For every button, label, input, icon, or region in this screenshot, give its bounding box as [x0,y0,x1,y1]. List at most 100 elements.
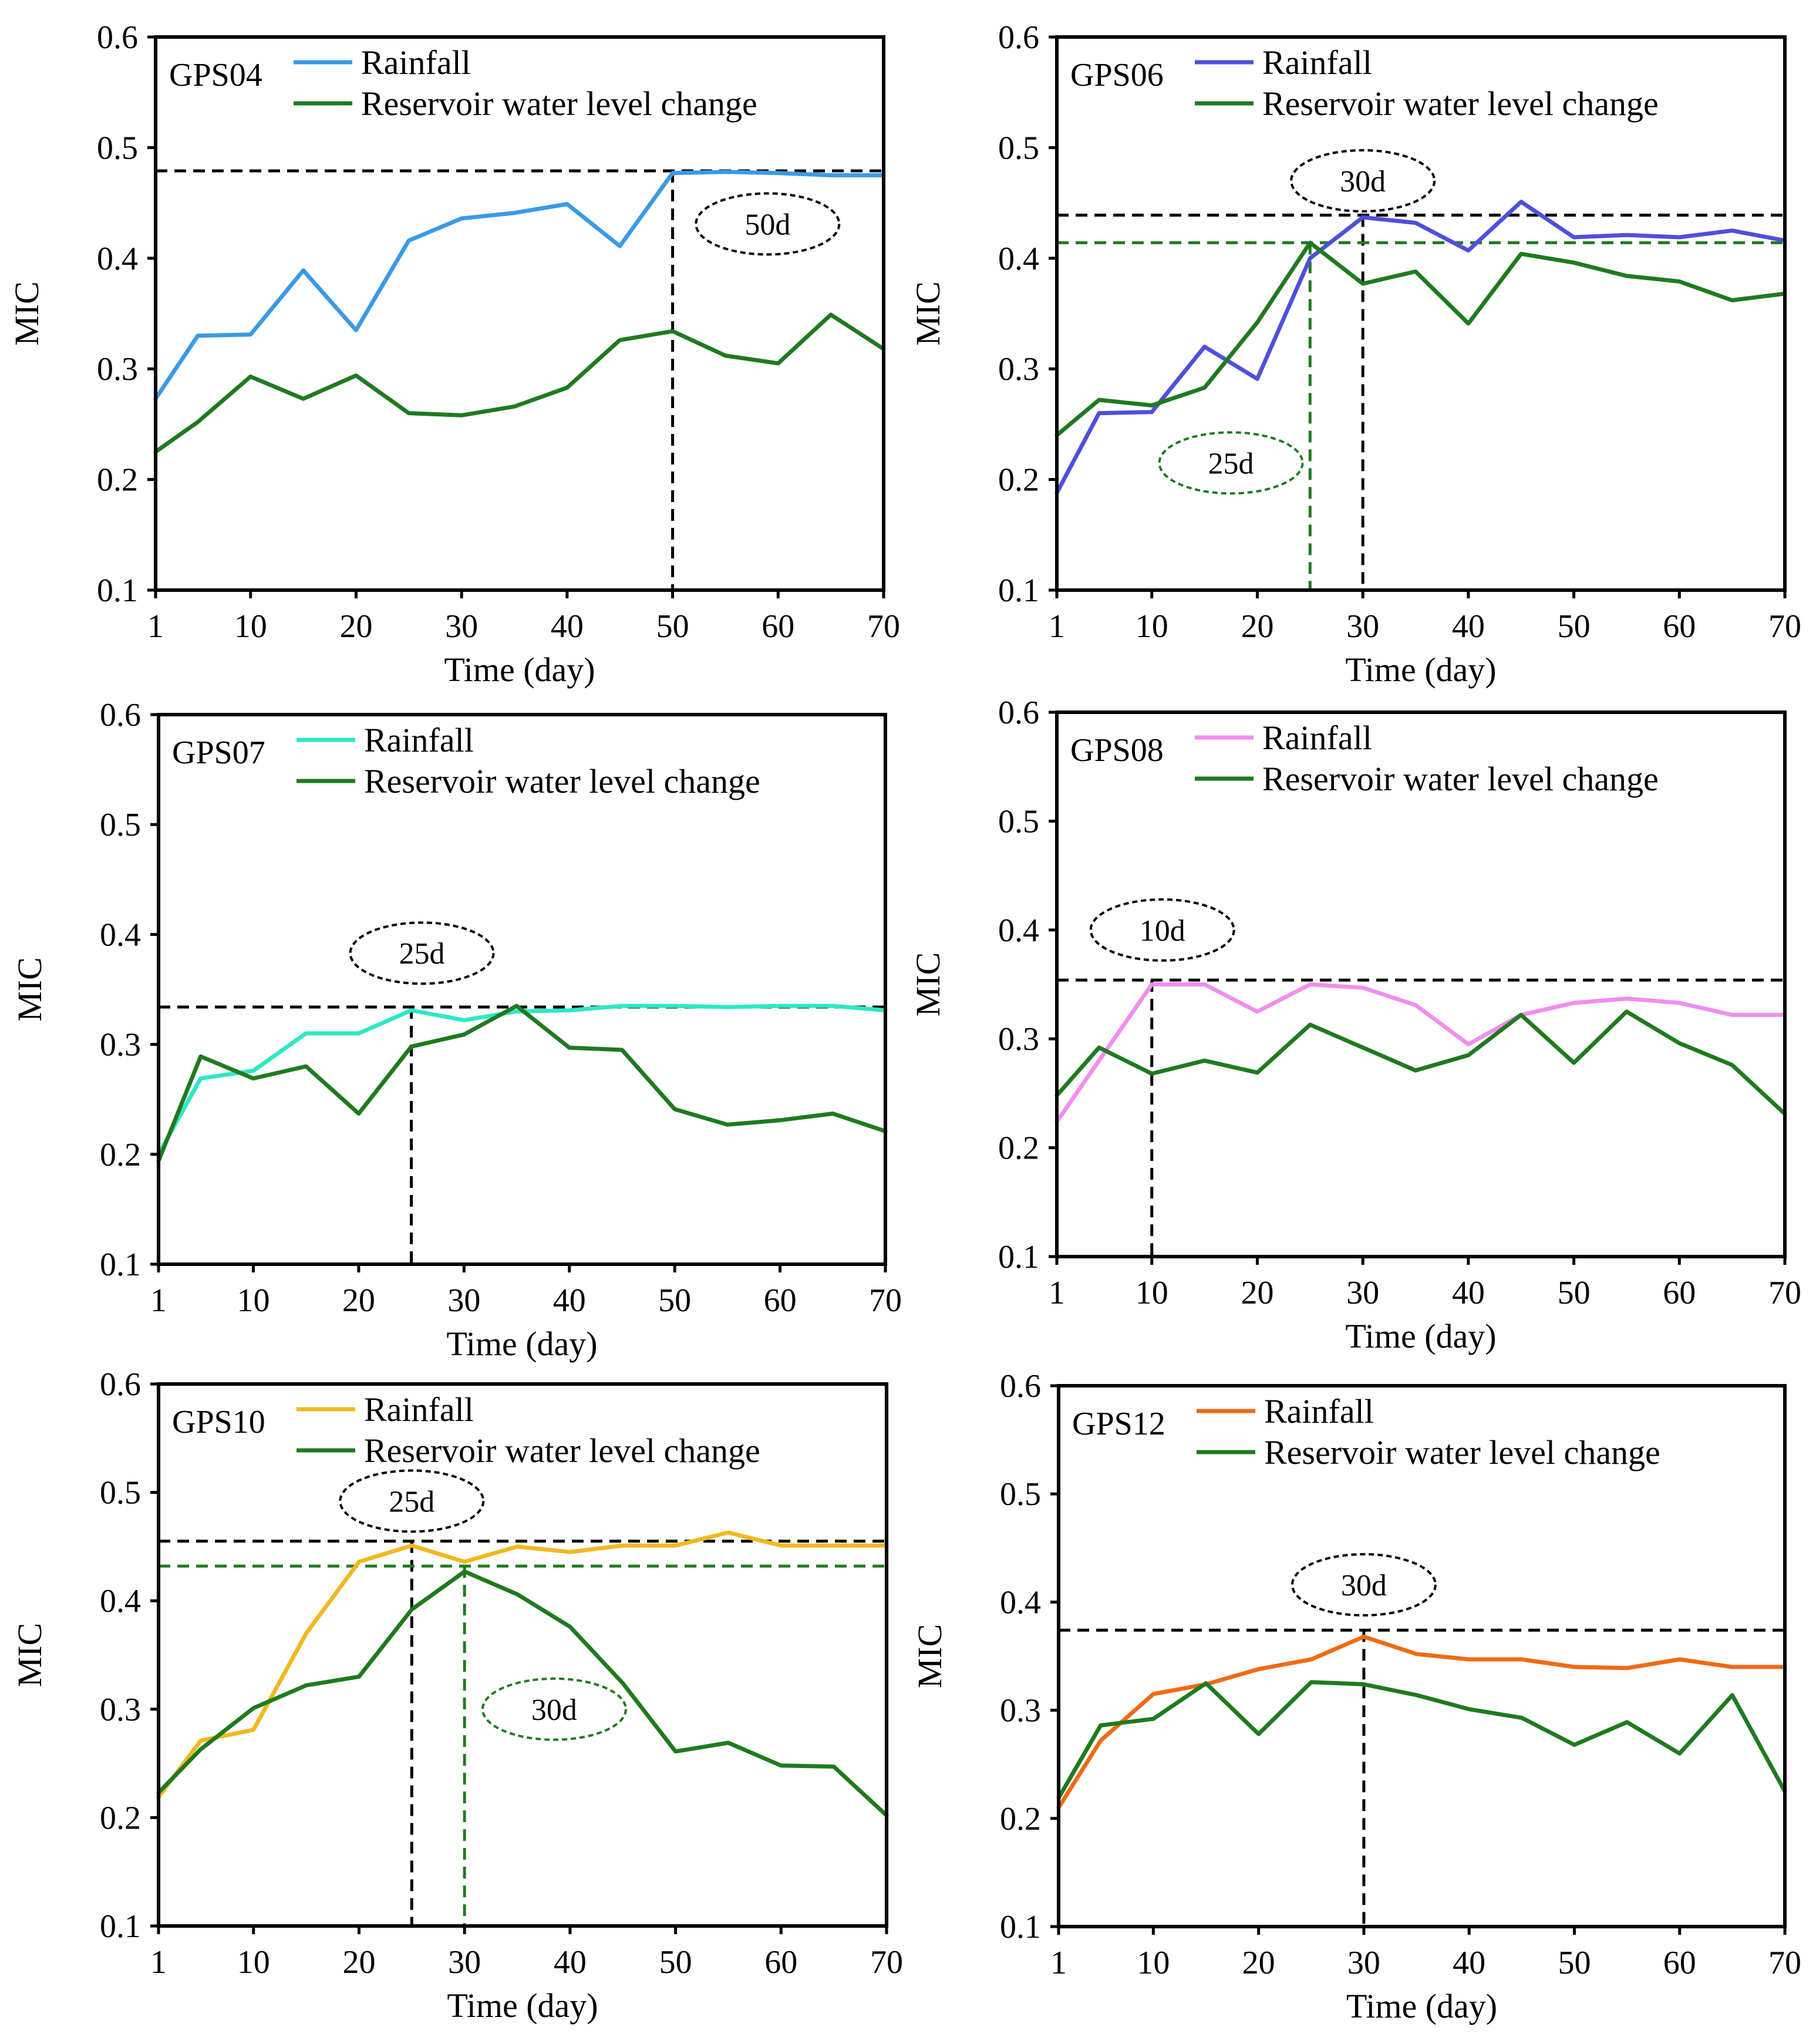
y-tick-label: 0.3 [97,351,138,388]
y-tick-label: 0.6 [998,19,1039,56]
panel-label: GPS10 [172,1404,265,1440]
x-tick-label: 40 [1453,1945,1485,1981]
y-axis-title: MIC [8,281,46,346]
rainfall-series-line [156,1004,888,1157]
x-tick-label: 30 [445,608,478,645]
plot-frame [1055,35,1787,592]
x-axis-title: Time (day) [1345,651,1496,689]
legend-label-rainfall: Rainfall [1264,1392,1374,1430]
y-tick-label: 0.5 [998,803,1039,840]
y-tick-label: 0.4 [1000,1584,1041,1621]
y-tick-label: 0.6 [100,1366,141,1403]
panel-gps07: 25d 0.1 0.2 0.3 0.4 0.5 0.6 1 10 20 30 40 50 60 70 Time… [11,697,902,1363]
lag-annotation-ellipse [1291,1553,1437,1617]
x-tick-label: 40 [553,1282,586,1319]
x-axis-title: Time (day) [446,1325,597,1363]
y-tick-label: 0.4 [998,912,1039,949]
plot-frame [154,35,885,592]
panel-gps06: 30d 25d 0.1 0.2 0.3 0.4 0.5 0.6 1 10 20 30 40 50 60 70 T… [909,19,1801,689]
y-tick-label: 0.6 [998,695,1039,731]
x-tick-label: 70 [1768,1945,1801,1981]
reservoir-series-line [1054,1009,1787,1116]
panel-label: GPS04 [169,57,262,93]
x-tick-label: 10 [237,1944,270,1981]
x-tick-label: 10 [237,1282,269,1319]
y-axis-title: MIC [911,1624,949,1689]
x-tick-label: 40 [554,1944,587,1981]
y-tick-label: 0.4 [100,1583,141,1619]
x-tick-label: 70 [1768,1275,1801,1311]
plot-frame [1057,1384,1787,1928]
x-tick-label: 50 [658,1282,691,1319]
x-tick-label: 30 [447,1282,480,1319]
lag-annotation-label: 30d [1341,1569,1387,1602]
legend-label-rainfall: Rainfall [364,1390,474,1429]
plot-frame [157,713,887,1266]
lag-annotation-label: 50d [744,208,790,241]
x-tick-label: 20 [339,608,372,645]
rainfall-series-line [1054,982,1787,1124]
y-tick-label: 0.1 [100,1908,141,1945]
y-tick-label: 0.2 [100,1137,141,1173]
panel-gps04: 50d 0.1 0.2 0.3 0.4 0.5 0.6 1 10 20 30 40 50 60 70 Time… [8,19,900,689]
y-tick-label: 0.4 [998,241,1039,277]
rainfall-series-line [1054,200,1787,495]
panel-label: GPS06 [1070,57,1164,93]
y-tick-label: 0.1 [100,1247,141,1283]
y-tick-label: 0.3 [998,351,1039,388]
y-tick-label: 0.5 [100,1475,141,1511]
x-tick-label: 20 [1242,1945,1275,1981]
x-tick-label: 30 [1346,608,1379,645]
y-tick-label: 0.6 [1000,1368,1041,1405]
x-tick-label: 1 [147,608,164,645]
y-axis-title: MIC [909,952,947,1017]
y-tick-label: 0.3 [100,1027,141,1063]
lag-annotation-ellipse [339,1469,485,1533]
legend-label-reservoir: Reservoir water level change [1262,760,1659,798]
rainfall-series-line [1056,1634,1787,1810]
x-tick-label: 30 [1347,1945,1380,1981]
x-tick-label: 50 [656,608,689,645]
lag-annotation-ellipse [1158,431,1304,495]
legend-label-rainfall: Rainfall [1262,719,1372,757]
lag-annotation-label: 25d [1208,447,1254,480]
y-tick-label: 0.3 [1000,1693,1041,1729]
rainfall-series-line [156,1530,889,1799]
x-tick-label: 30 [1346,1275,1379,1311]
x-tick-label: 50 [659,1944,692,1981]
y-tick-label: 0.1 [97,573,138,609]
x-tick-label: 1 [1049,608,1065,645]
lag-annotation-label: 10d [1140,914,1185,948]
panel-label: GPS12 [1072,1406,1165,1442]
x-tick-label: 10 [1136,608,1168,645]
x-tick-label: 50 [1558,608,1591,645]
reservoir-series-line [156,1569,889,1818]
x-tick-label: 50 [1558,1945,1591,1981]
y-tick-label: 0.1 [998,573,1039,609]
x-tick-label: 20 [1241,1275,1273,1311]
x-tick-label: 1 [150,1944,167,1981]
x-tick-label: 20 [342,1282,375,1319]
y-tick-label: 0.1 [998,1239,1039,1275]
x-tick-label: 10 [1137,1945,1170,1981]
panel-gps12: 30d 0.1 0.2 0.3 0.4 0.5 0.6 1 10 20 30 40 50 60 70 Time… [911,1368,1801,2025]
reservoir-series-line [1054,240,1787,437]
lag-annotation-label: 30d [531,1693,577,1727]
legend-label-reservoir: Reservoir water level change [1262,85,1659,123]
legend-label-rainfall: Rainfall [1262,43,1372,82]
y-tick-label: 0.6 [97,19,138,56]
x-tick-label: 1 [1050,1945,1067,1981]
x-axis-title: Time (day) [1346,1987,1497,2025]
y-tick-label: 0.2 [998,1130,1039,1167]
y-tick-label: 0.2 [100,1800,141,1836]
lag-annotation-label: 30d [1340,165,1386,198]
x-tick-label: 70 [869,1282,902,1319]
y-tick-label: 0.2 [97,462,138,499]
plot-frame [157,1382,888,1928]
lag-annotation-ellipse [349,921,495,985]
x-tick-label: 60 [762,608,794,645]
y-tick-label: 0.5 [97,130,138,166]
x-tick-label: 40 [1452,1275,1485,1311]
x-tick-label: 20 [1241,608,1273,645]
x-tick-label: 10 [234,608,267,645]
